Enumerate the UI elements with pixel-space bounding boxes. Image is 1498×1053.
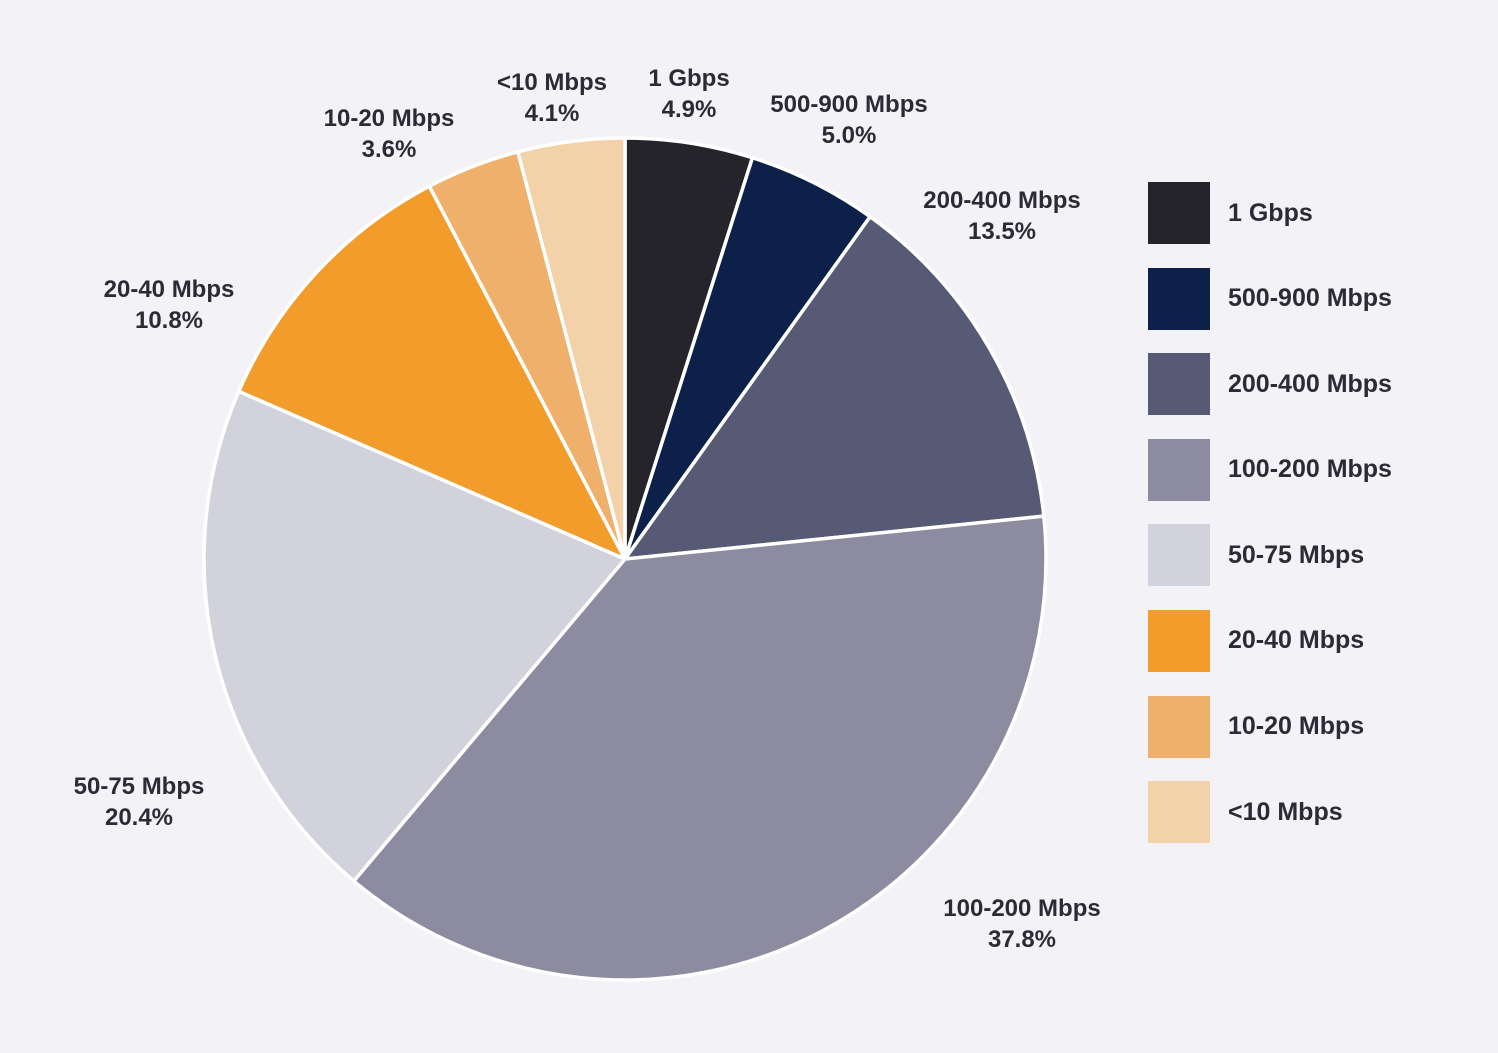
- pie-slices: [202, 136, 1048, 982]
- legend-label: 200-400 Mbps: [1228, 369, 1392, 398]
- legend-swatch: [1148, 182, 1210, 244]
- slice-label-500-900-mbps: 500-900 Mbps: [770, 91, 927, 118]
- legend-item-20-40-mbps: 20-40 Mbps: [1148, 609, 1392, 672]
- slice-value-10-mbps: 4.1%: [525, 100, 580, 127]
- legend-item-10-mbps: <10 Mbps: [1148, 781, 1392, 844]
- slice-value-20-40-mbps: 10.8%: [135, 307, 203, 334]
- slice-value-200-400-mbps: 13.5%: [968, 218, 1036, 245]
- legend-item-500-900-mbps: 500-900 Mbps: [1148, 267, 1392, 330]
- legend-swatch: [1148, 524, 1210, 587]
- legend-label: 500-900 Mbps: [1228, 284, 1392, 313]
- legend-item-200-400-mbps: 200-400 Mbps: [1148, 353, 1392, 416]
- legend-item-10-20-mbps: 10-20 Mbps: [1148, 695, 1392, 758]
- slice-label-10-20-mbps: 10-20 Mbps: [324, 105, 455, 132]
- slice-label-50-75-mbps: 50-75 Mbps: [74, 773, 205, 800]
- legend: 1 Gbps 500-900 Mbps 200-400 Mbps 100-200 Mb…: [1148, 182, 1392, 867]
- legend-swatch: [1148, 438, 1210, 501]
- pie-slice-200-400-mbps: [623, 214, 1046, 561]
- legend-swatch: [1148, 781, 1210, 844]
- legend-swatch: [1148, 267, 1210, 330]
- legend-label: 1 Gbps: [1228, 198, 1313, 227]
- legend-label: 20-40 Mbps: [1228, 626, 1365, 655]
- slice-label-100-200-mbps: 100-200 Mbps: [943, 895, 1100, 922]
- legend-label: <10 Mbps: [1228, 797, 1343, 826]
- legend-label: 10-20 Mbps: [1228, 712, 1365, 741]
- slice-value-1-gbps: 4.9%: [662, 96, 717, 123]
- slice-label-200-400-mbps: 200-400 Mbps: [923, 187, 1080, 214]
- pie-slice-10-mbps: [516, 136, 627, 561]
- slice-label-10-mbps: <10 Mbps: [497, 69, 607, 96]
- legend-item-1-gbps: 1 Gbps: [1148, 182, 1392, 244]
- slice-label-20-40-mbps: 20-40 Mbps: [104, 276, 235, 303]
- legend-item-100-200-mbps: 100-200 Mbps: [1148, 438, 1392, 501]
- legend-label: 100-200 Mbps: [1228, 455, 1392, 484]
- pie-slice-100-200-mbps: [352, 514, 1048, 982]
- slice-value-50-75-mbps: 20.4%: [105, 804, 173, 831]
- slice-value-500-900-mbps: 5.0%: [822, 122, 877, 149]
- legend-swatch: [1148, 353, 1210, 416]
- slice-labels: 1 Gbps 4.9% 500-900 Mbps 5.0% 200-400 Mbps 13…: [74, 65, 1101, 953]
- legend-swatch: [1148, 609, 1210, 672]
- legend-swatch: [1148, 695, 1210, 758]
- legend-label: 50-75 Mbps: [1228, 540, 1365, 569]
- slice-value-100-200-mbps: 37.8%: [988, 926, 1056, 953]
- legend-item-50-75-mbps: 50-75 Mbps: [1148, 524, 1392, 587]
- pie-slice-20-40-mbps: [237, 184, 627, 561]
- slice-value-10-20-mbps: 3.6%: [362, 136, 417, 163]
- slice-label-1-gbps: 1 Gbps: [648, 65, 729, 92]
